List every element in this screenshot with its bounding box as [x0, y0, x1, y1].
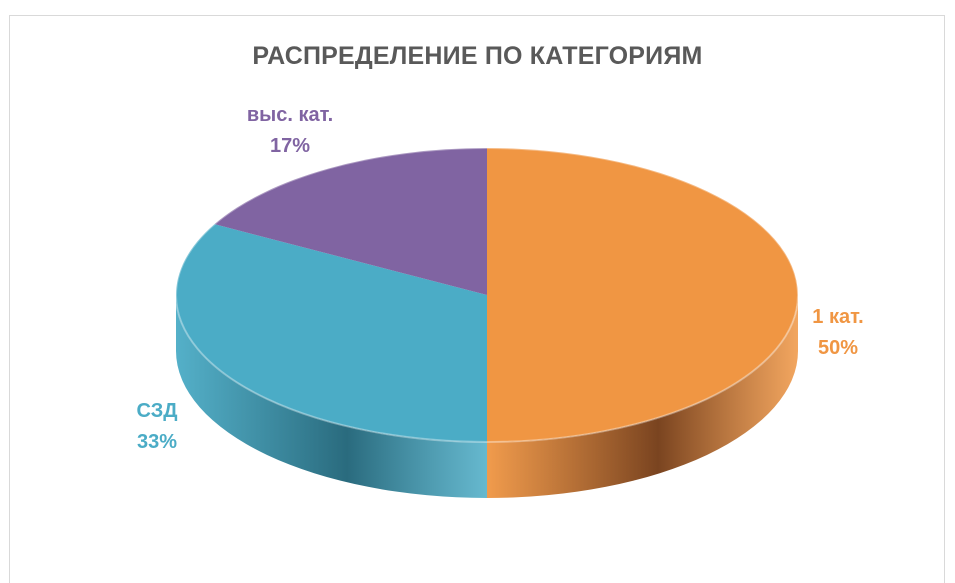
pie-slice-1-кат — [487, 148, 798, 442]
data-percent-сзд: 33% — [137, 431, 177, 453]
pie-side-сзд — [176, 295, 487, 498]
chart-title: РАСПРЕДЕЛЕНИЕ ПО КАТЕГОРИЯМ — [252, 42, 703, 70]
pie-side-1-кат — [487, 295, 798, 498]
pie-labels: 1 кат. 50% СЗД 33% выс. кат. 17% — [137, 104, 864, 453]
pie-slice-сзд — [175, 224, 487, 442]
data-label-выс-кат: выс. кат. — [247, 104, 333, 126]
data-percent-1-кат: 50% — [818, 337, 858, 359]
pie-slice-выс-кат — [214, 148, 487, 295]
data-label-сзд: СЗД — [137, 400, 178, 422]
data-label-1-кат: 1 кат. — [812, 306, 863, 328]
pie-rim — [175, 147, 799, 443]
data-percent-выс-кат: 17% — [270, 135, 310, 157]
pie-slices — [175, 147, 799, 443]
pie-sides — [176, 295, 798, 498]
